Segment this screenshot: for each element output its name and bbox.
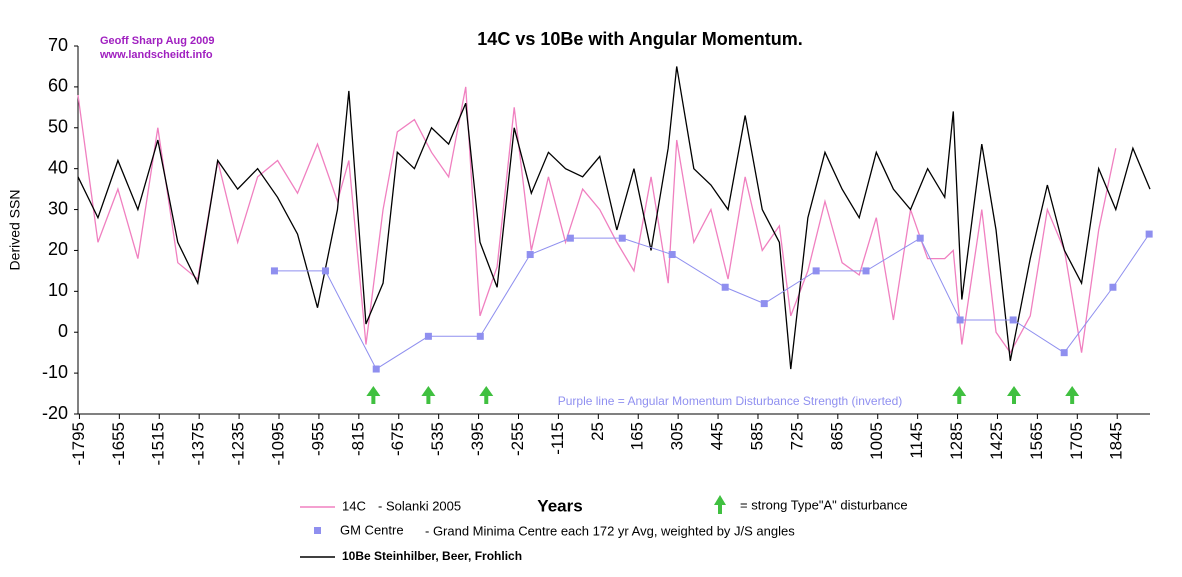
legend-swatch xyxy=(314,527,321,534)
series-marker xyxy=(321,267,329,275)
x-tick-label: -395 xyxy=(468,422,487,456)
y-tick-label: 60 xyxy=(48,76,68,96)
series-marker xyxy=(424,332,432,340)
x-tick-label: 1565 xyxy=(1027,422,1046,460)
legend-description: - Solanki 2005 xyxy=(378,498,461,513)
series-marker xyxy=(956,316,964,324)
series-marker xyxy=(372,365,380,373)
series-marker xyxy=(1109,283,1117,291)
x-axis-label: Years xyxy=(537,496,582,515)
x-tick-label: 865 xyxy=(827,422,846,450)
x-tick-label: 305 xyxy=(668,422,687,450)
series-line xyxy=(77,86,1117,354)
x-tick-label: -1515 xyxy=(149,422,168,465)
x-tick-label: 165 xyxy=(628,422,647,450)
legend-label: 10Be Steinhilber, Beer, Frohlich xyxy=(342,549,522,563)
y-tick-label: 0 xyxy=(58,321,68,341)
x-tick-label: 445 xyxy=(708,422,727,450)
legend-arrow xyxy=(714,495,726,514)
series-marker xyxy=(1009,316,1017,324)
y-tick-label: 30 xyxy=(48,198,68,218)
x-tick-label: 1145 xyxy=(907,422,926,459)
x-tick-label: 1845 xyxy=(1107,422,1126,460)
legend-description: - Grand Minima Centre each 172 yr Avg, w… xyxy=(425,523,795,538)
y-axis-label: Derived SSN xyxy=(7,190,23,271)
series-marker xyxy=(721,283,729,291)
x-tick-label: 1285 xyxy=(947,422,966,460)
series-marker xyxy=(812,267,820,275)
annotation: Purple line = Angular Momentum Disturban… xyxy=(558,394,903,408)
series-marker xyxy=(270,267,278,275)
disturbance-arrow xyxy=(1065,386,1080,404)
x-tick-label: -955 xyxy=(308,422,327,456)
x-tick-label: -115 xyxy=(548,422,567,455)
series-marker xyxy=(668,251,676,259)
x-tick-label: 725 xyxy=(787,422,806,450)
series-line xyxy=(77,66,1151,370)
x-tick-label: -535 xyxy=(428,422,447,456)
legend-label: GM Centre xyxy=(340,522,404,537)
disturbance-arrow xyxy=(952,386,967,404)
series-marker xyxy=(566,234,574,242)
series-marker xyxy=(760,300,768,308)
x-tick-label: 25 xyxy=(588,422,607,441)
series-marker xyxy=(476,332,484,340)
x-tick-label: 1425 xyxy=(987,422,1006,460)
author: Geoff Sharp Aug 2009 xyxy=(100,35,215,47)
x-tick-label: -675 xyxy=(388,422,407,456)
x-tick-label: -815 xyxy=(348,422,367,456)
y-tick-label: 10 xyxy=(48,280,68,300)
series-marker xyxy=(526,251,534,259)
y-tick-label: -10 xyxy=(42,362,68,382)
legend-label: 14C xyxy=(342,498,366,513)
x-tick-label: -1795 xyxy=(69,422,88,465)
disturbance-arrow xyxy=(1007,386,1022,404)
website: www.landscheidt.info xyxy=(99,49,213,61)
x-tick-label: -1655 xyxy=(109,422,128,465)
disturbance-arrow xyxy=(366,386,381,404)
disturbance-arrow xyxy=(421,386,436,404)
y-tick-label: 50 xyxy=(48,117,68,137)
arrow-legend: = strong Type"A" disturbance xyxy=(740,497,908,512)
x-tick-label: 585 xyxy=(747,422,766,450)
series-marker xyxy=(1145,230,1153,238)
disturbance-arrow xyxy=(479,386,494,404)
x-tick-label: -255 xyxy=(508,422,527,456)
x-tick-label: 1705 xyxy=(1067,422,1086,460)
y-tick-label: 70 xyxy=(48,35,68,55)
x-tick-label: -1375 xyxy=(189,422,208,465)
x-tick-label: -1235 xyxy=(229,422,248,465)
x-tick-label: -1095 xyxy=(268,422,287,465)
series-marker xyxy=(1060,349,1068,357)
series-marker xyxy=(862,267,870,275)
y-tick-label: 20 xyxy=(48,239,68,259)
series-marker xyxy=(916,234,924,242)
chart-title: 14C vs 10Be with Angular Momentum. xyxy=(477,29,802,49)
y-tick-label: 40 xyxy=(48,157,68,177)
x-tick-label: 1005 xyxy=(867,422,886,460)
y-tick-label: -20 xyxy=(42,403,68,423)
series-marker xyxy=(618,234,626,242)
